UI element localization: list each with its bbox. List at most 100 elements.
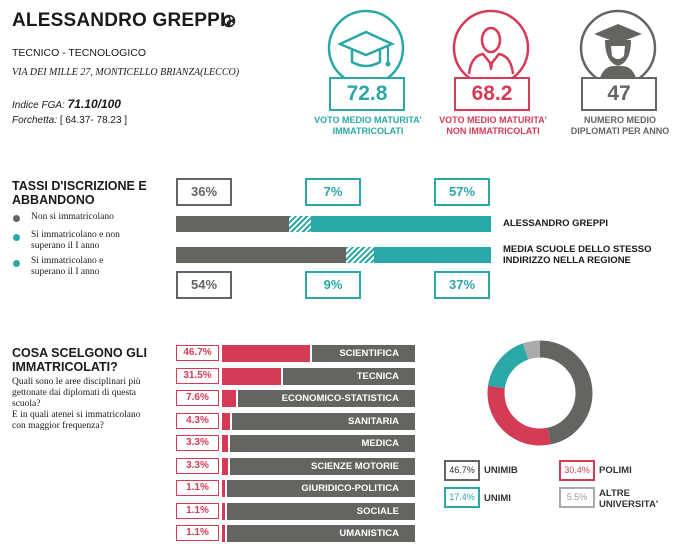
bar-segment-continue <box>374 247 491 263</box>
tassi-title-line: ABBANDONO <box>12 193 95 207</box>
kpi-label-line: VOTO MEDIO MATURITA' <box>314 115 422 125</box>
school-type: TECNICO - TECNOLOGICO <box>12 47 146 59</box>
area-value-bar <box>222 367 282 385</box>
legend-dot-dropout <box>13 234 20 241</box>
area-pct-box: 4.3% <box>176 412 219 429</box>
kpi-label-line: VOTO MEDIO MATURITA' <box>439 115 547 125</box>
area-pct-box: 31.5% <box>176 367 219 384</box>
bar-label-line: INDIRIZZO NELLA REGIONE <box>503 255 631 266</box>
area-name-bar: GIURIDICO-POLITICA <box>227 480 415 497</box>
area-pct-box: 1.1% <box>176 525 219 541</box>
graduation-cap-icon <box>327 9 405 87</box>
pct-box-region-dropout: 9% <box>305 271 361 299</box>
area-value-bar <box>222 502 225 520</box>
question-line: con maggior frequenza? <box>12 421 104 431</box>
kpi-label-line: DIPLOMATI PER ANNO <box>570 126 670 136</box>
area-value-bar <box>222 390 237 407</box>
donut-slice-polimi <box>487 340 593 446</box>
bar-segment-continue <box>311 216 491 232</box>
legend-label-line: UNIVERSITA' <box>599 499 659 510</box>
kpi-label-line: NON IMMATRICOLATI <box>446 126 540 136</box>
legend-box-unimi: 17.4% <box>444 487 480 508</box>
stacked-bar-region <box>176 247 491 263</box>
area-pct-box: 46.7% <box>176 345 219 361</box>
area-value-bar <box>222 525 225 542</box>
bar-segment-not-enrolled <box>176 247 347 263</box>
legend-line: Si immatricolano e <box>31 256 104 266</box>
areas-title-line: COSA SCELGONO GLI <box>12 346 147 360</box>
globe-icon[interactable] <box>222 14 236 28</box>
school-name: ALESSANDRO GREPPI <box>12 10 226 31</box>
area-name-bar: SCIENZE MOTORIE <box>230 457 415 475</box>
area-pct-box: 1.1% <box>176 480 219 496</box>
legend-label-unimib: UNIMIB <box>484 465 518 476</box>
kpi-value-non-immatricolati: 68.2 <box>454 77 530 111</box>
person-icon <box>452 9 530 87</box>
legend-dot-continue <box>13 260 20 267</box>
legend-label-polimi: POLIMI <box>599 465 632 476</box>
question-line: Quali sono le aree disciplinari più <box>12 377 141 387</box>
bar-segment-dropout <box>289 216 312 232</box>
forchetta-value: [ 64.37- 78.23 ] <box>59 115 128 126</box>
areas-title: COSA SCELGONO GLI IMMATRICOLATI? <box>12 346 147 374</box>
area-name-bar: ECONOMICO-STATISTICA <box>238 390 415 407</box>
donut-slice-altre-universita- <box>487 340 593 446</box>
kpi-label-immatricolati: VOTO MEDIO MATURITA' IMMATRICOLATI <box>298 115 438 137</box>
graduate-person-icon <box>579 9 657 87</box>
question-line: scuola? <box>12 399 41 409</box>
universities-donut-chart <box>487 340 593 446</box>
question-line: gettonate dai diplomati di questa <box>12 388 136 398</box>
school-address: VIA DEI MILLE 27, MONTICELLO BRIANZA(LEC… <box>12 67 240 78</box>
areas-question: Quali sono le aree disciplinari più gett… <box>12 377 140 432</box>
pct-box-region-continue: 37% <box>434 271 490 299</box>
forchetta: Forchetta: [ 64.37- 78.23 ] <box>12 115 127 126</box>
area-name-bar: SOCIALE <box>227 502 415 520</box>
bar-segment-dropout <box>346 247 375 263</box>
legend-label-unimi: UNIMI <box>484 493 511 504</box>
fga-value: 71.10/100 <box>67 97 121 111</box>
kpi-label-line: NUMERO MEDIO <box>584 115 656 125</box>
area-name-bar: UMANISTICA <box>227 525 415 542</box>
legend-line: superano il I anno <box>31 241 100 251</box>
kpi-value-diplomati: 47 <box>581 77 657 111</box>
legend-box-polimi: 30.4% <box>559 460 595 481</box>
legend-line: Si immatricolano e non <box>31 230 120 240</box>
legend-box-altre: 5.5% <box>559 487 595 508</box>
area-pct-box: 1.1% <box>176 502 219 519</box>
fga-index: Indice FGA: 71.10/100 <box>12 97 121 111</box>
area-value-bar <box>222 457 229 475</box>
bar-label-line: MEDIA SCUOLE DELLO STESSO <box>503 244 652 255</box>
kpi-label-diplomati: NUMERO MEDIO DIPLOMATI PER ANNO <box>550 115 680 137</box>
legend-dropout: Si immatricolano e non superano il I ann… <box>31 230 120 252</box>
area-name-bar: TECNICA <box>283 367 415 385</box>
area-pct-box: 3.3% <box>176 435 219 451</box>
fga-label: Indice FGA: <box>12 100 65 111</box>
area-name-bar: SCIENTIFICA <box>311 345 415 362</box>
legend-line: superano il I anno <box>31 267 100 277</box>
areas-title-line: IMMATRICOLATI? <box>12 360 118 374</box>
legend-label-line: ALTRE <box>599 488 630 499</box>
tassi-title: TASSI D'ISCRIZIONE E ABBANDONO <box>12 179 147 207</box>
legend-continue: Si immatricolano e superano il I anno <box>31 256 103 278</box>
legend-not-enrolled: Non si immatricolano <box>31 212 114 222</box>
forchetta-label: Forchetta: <box>12 115 58 126</box>
area-value-bar <box>222 412 231 430</box>
area-name-bar: MEDICA <box>230 435 415 452</box>
stacked-bar-school <box>176 216 491 232</box>
kpi-value-immatricolati: 72.8 <box>329 77 405 111</box>
kpi-label-line: IMMATRICOLATI <box>332 126 404 136</box>
area-name-bar: SANITARIA <box>232 412 415 430</box>
legend-box-unimib: 46.7% <box>444 460 480 481</box>
area-pct-box: 7.6% <box>176 390 219 406</box>
area-value-bar <box>222 345 310 362</box>
kpi-label-non-immatricolati: VOTO MEDIO MATURITA' NON IMMATRICOLATI <box>423 115 563 137</box>
pct-box-school-dropout: 7% <box>305 178 361 206</box>
area-value-bar <box>222 480 225 497</box>
area-value-bar <box>222 435 229 452</box>
bar-label-school: ALESSANDRO GREPPI <box>503 218 609 229</box>
question-line: E in quali atenei si immatricolano <box>12 410 141 420</box>
bar-segment-not-enrolled <box>176 216 290 232</box>
bar-label-region: MEDIA SCUOLE DELLO STESSO INDIRIZZO NELL… <box>503 244 652 266</box>
area-pct-box: 3.3% <box>176 457 219 474</box>
legend-label-altre: ALTRE UNIVERSITA' <box>599 488 658 510</box>
